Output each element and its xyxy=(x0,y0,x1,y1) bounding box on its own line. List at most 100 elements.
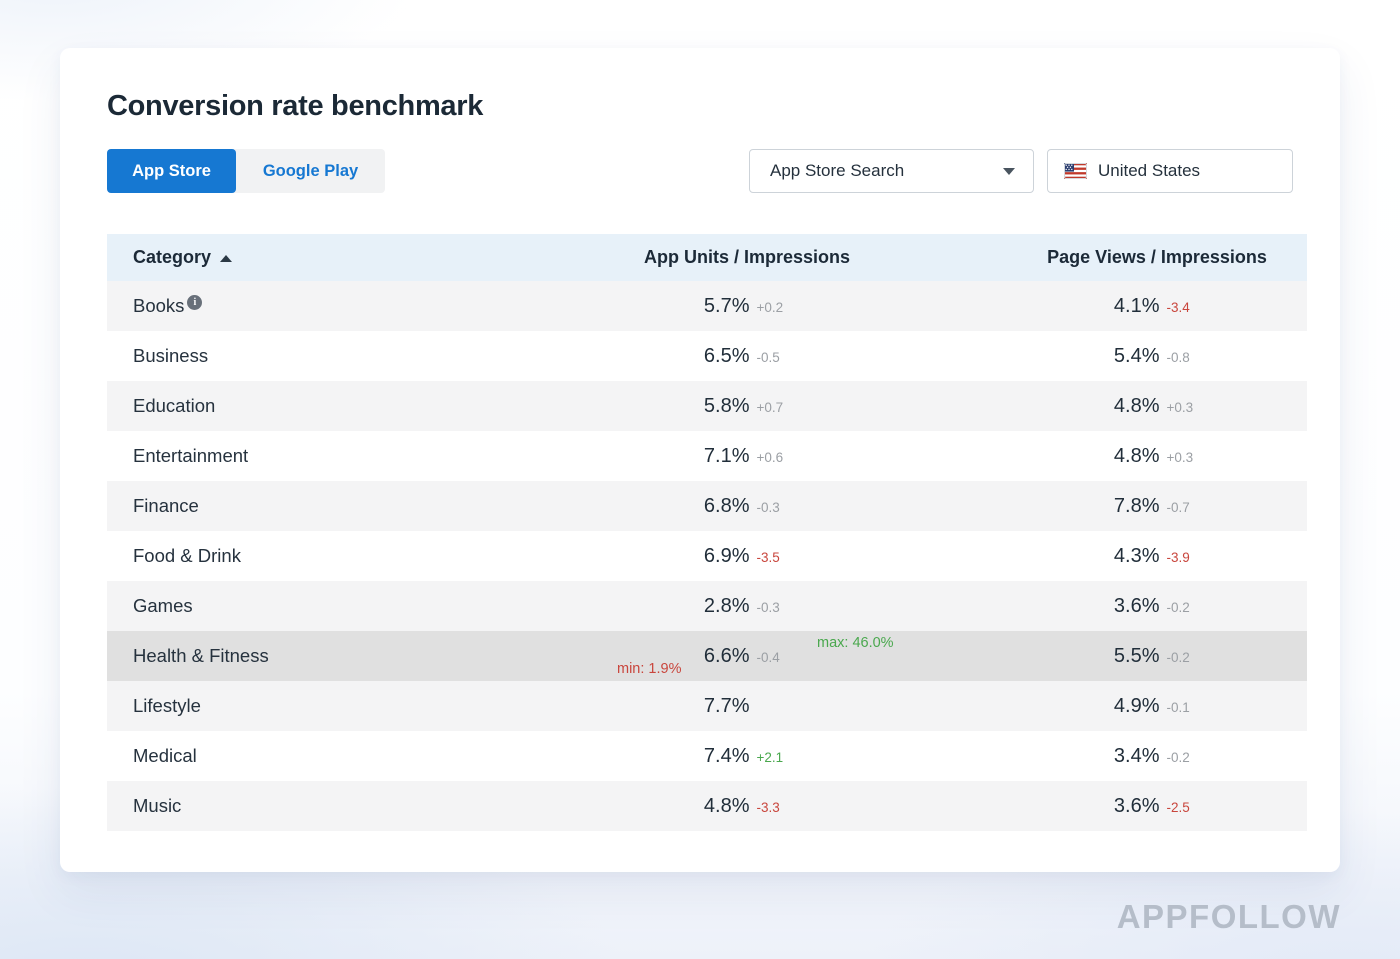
controls-row: App Store Google Play App Store Search xyxy=(107,149,1293,193)
table-row[interactable]: Music 4.8% -3.3 3.6% -2.5 xyxy=(107,781,1307,831)
app-units-delta: -3.3 xyxy=(756,799,780,815)
category-label: Games xyxy=(133,595,193,616)
appfollow-watermark: APPFOLLOW xyxy=(1116,898,1341,935)
page-views-cell: 4.1% -3.4 xyxy=(1007,281,1307,331)
page-views-delta: +0.3 xyxy=(1166,399,1194,415)
page-views-delta: -0.7 xyxy=(1166,499,1190,515)
app-units-delta: -0.4 xyxy=(756,649,780,665)
app-units-cell: 4.8% -3.3 xyxy=(487,781,1007,831)
page-views-cell: 4.3% -3.9 xyxy=(1007,531,1307,581)
app-units-value: 7.4% xyxy=(703,744,750,767)
app-units-delta: +2.1 xyxy=(756,749,784,765)
app-units-cell: 5.7% +0.2 xyxy=(487,281,1007,331)
page-views-value: 4.8% xyxy=(1113,444,1160,467)
category-label: Entertainment xyxy=(133,445,249,466)
table-row[interactable]: Health & Fitness min: 1.9% 6.6% -0.4 max… xyxy=(107,631,1307,681)
app-store-tab[interactable]: App Store xyxy=(107,149,236,193)
app-units-delta: +0.2 xyxy=(756,299,784,315)
min-annotation: min: 1.9% xyxy=(617,661,682,677)
page-views-cell: 3.6% -0.2 xyxy=(1007,581,1307,631)
table-row[interactable]: Education 5.8% +0.7 4.8% +0.3 xyxy=(107,381,1307,431)
column-header-page-views: Page Views / Impressions xyxy=(1047,247,1267,267)
app-units-value: 6.8% xyxy=(703,494,750,517)
chevron-down-icon xyxy=(1003,167,1015,175)
app-units-value: 5.8% xyxy=(703,394,750,417)
page-views-value: 4.3% xyxy=(1113,544,1160,567)
app-units-value: 5.7% xyxy=(703,294,750,317)
table-row[interactable]: Food & Drink 6.9% -3.5 4.3% -3.9 xyxy=(107,531,1307,581)
column-header-category[interactable]: Category xyxy=(107,247,487,268)
page-views-delta: -0.2 xyxy=(1166,749,1190,765)
max-annotation: max: 46.0% xyxy=(817,635,894,651)
table-body: Books i 5.7% +0.2 4.1% -3.4 Business 6.5%… xyxy=(107,281,1307,831)
page-views-value: 3.4% xyxy=(1113,744,1160,767)
page-views-delta: +0.3 xyxy=(1166,449,1194,465)
app-units-value: 4.8% xyxy=(703,794,750,817)
page-views-cell: 4.9% -0.1 xyxy=(1007,681,1307,731)
app-units-value: 6.5% xyxy=(703,344,750,367)
column-header-app-units: App Units / Impressions xyxy=(643,247,851,267)
table-row[interactable]: Finance 6.8% -0.3 7.8% -0.7 xyxy=(107,481,1307,531)
app-units-delta: -0.3 xyxy=(756,499,780,515)
app-units-delta: +0.6 xyxy=(756,449,784,465)
table-row[interactable]: Books i 5.7% +0.2 4.1% -3.4 xyxy=(107,281,1307,331)
page-views-value: 4.8% xyxy=(1113,394,1160,417)
store-toggle: App Store Google Play xyxy=(107,149,385,193)
page-views-cell: 3.4% -0.2 xyxy=(1007,731,1307,781)
page-views-delta: -3.9 xyxy=(1166,549,1190,565)
app-units-delta: -0.3 xyxy=(756,599,780,615)
page-views-cell: 4.8% +0.3 xyxy=(1007,381,1307,431)
category-cell: Entertainment xyxy=(107,445,487,467)
category-label: Education xyxy=(133,395,216,416)
app-units-delta: -0.5 xyxy=(756,349,780,365)
page-views-value: 3.6% xyxy=(1113,594,1160,617)
page-views-delta: -3.4 xyxy=(1166,299,1190,315)
category-cell: Books i xyxy=(107,295,487,317)
page-views-cell: 7.8% -0.7 xyxy=(1007,481,1307,531)
app-units-cell: 7.4% +2.1 xyxy=(487,731,1007,781)
page-views-value: 4.9% xyxy=(1113,694,1160,717)
category-cell: Lifestyle xyxy=(107,695,487,717)
page-views-cell: 3.6% -2.5 xyxy=(1007,781,1307,831)
page-views-delta: -0.2 xyxy=(1166,599,1190,615)
category-cell: Education xyxy=(107,395,487,417)
app-units-cell: 6.8% -0.3 xyxy=(487,481,1007,531)
category-label: Lifestyle xyxy=(133,695,201,716)
category-label: Business xyxy=(133,345,209,366)
source-dropdown[interactable]: App Store Search xyxy=(749,149,1034,193)
page-views-value: 5.5% xyxy=(1113,644,1160,667)
page-views-value: 7.8% xyxy=(1113,494,1160,517)
page-views-delta: -2.5 xyxy=(1166,799,1190,815)
source-dropdown-value: App Store Search xyxy=(770,161,905,180)
category-cell: Business xyxy=(107,345,487,367)
table-row[interactable]: Lifestyle 7.7% 4.9% -0.1 xyxy=(107,681,1307,731)
app-units-cell: 5.8% +0.7 xyxy=(487,381,1007,431)
category-label: Food & Drink xyxy=(133,545,241,566)
app-units-value: 2.8% xyxy=(703,594,750,617)
page-views-cell: 5.5% -0.2 xyxy=(1007,631,1307,681)
app-units-value: 7.7% xyxy=(703,694,750,717)
category-cell: Medical xyxy=(107,745,487,767)
table-row[interactable]: Entertainment 7.1% +0.6 4.8% +0.3 xyxy=(107,431,1307,481)
page-views-value: 5.4% xyxy=(1113,344,1160,367)
page-views-delta: -0.2 xyxy=(1166,649,1190,665)
country-dropdown[interactable]: United States xyxy=(1047,149,1293,193)
category-cell: Games xyxy=(107,595,487,617)
table-header-row: Category App Units / Impressions Page Vi… xyxy=(107,234,1307,281)
app-units-value: 7.1% xyxy=(703,444,750,467)
info-icon[interactable]: i xyxy=(187,295,203,310)
page-views-cell: 4.8% +0.3 xyxy=(1007,431,1307,481)
page-views-cell: 5.4% -0.8 xyxy=(1007,331,1307,381)
google-play-tab[interactable]: Google Play xyxy=(236,149,385,193)
benchmark-table: Category App Units / Impressions Page Vi… xyxy=(107,234,1307,831)
table-row[interactable]: Business 6.5% -0.5 5.4% -0.8 xyxy=(107,331,1307,381)
app-units-cell: 7.1% +0.6 xyxy=(487,431,1007,481)
table-row[interactable]: Medical 7.4% +2.1 3.4% -0.2 xyxy=(107,731,1307,781)
us-flag-icon xyxy=(1064,163,1087,179)
table-row[interactable]: Games 2.8% -0.3 3.6% -0.2 xyxy=(107,581,1307,631)
page-views-delta: -0.1 xyxy=(1166,699,1190,715)
category-cell: Food & Drink xyxy=(107,545,487,567)
app-units-cell: 7.7% xyxy=(487,681,1007,731)
app-units-cell: 6.5% -0.5 xyxy=(487,331,1007,381)
app-units-cell: 6.9% -3.5 xyxy=(487,531,1007,581)
